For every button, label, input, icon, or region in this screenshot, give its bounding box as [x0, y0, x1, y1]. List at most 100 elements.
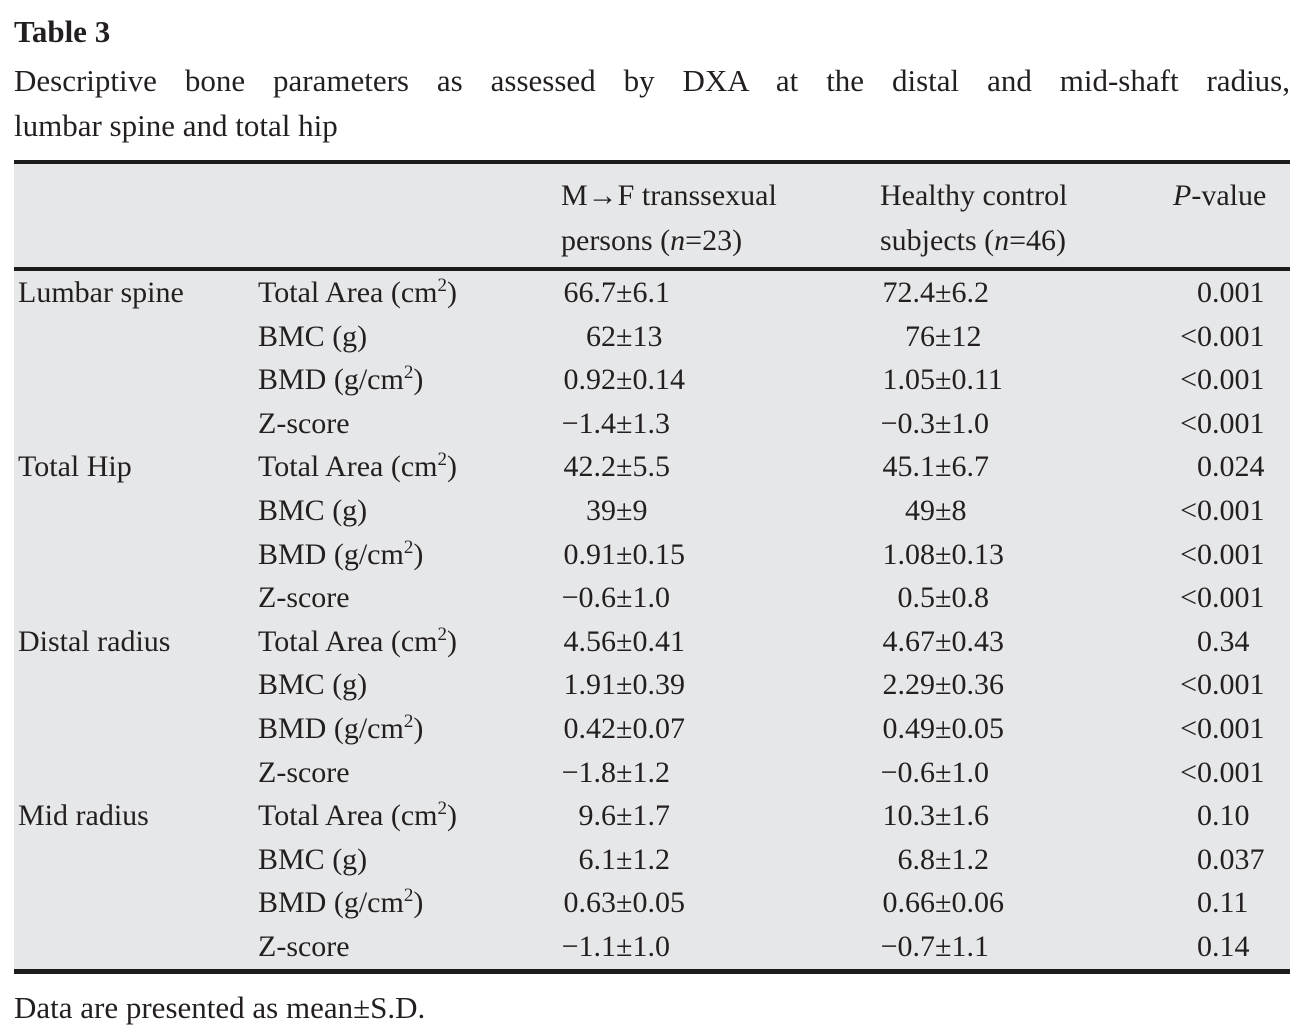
- caption-line-1: Descriptive bone parameters as assessed …: [14, 63, 1290, 98]
- control-value: 49±8: [880, 489, 1173, 533]
- p-value-cell: <0.001: [1173, 533, 1290, 577]
- value-mean: 0.5: [897, 581, 936, 615]
- table-row: Z-score −1.4±1.3 −0.3±1.0 <0.001: [14, 402, 1290, 446]
- plus-minus-sign: ±: [935, 581, 952, 615]
- plus-minus-sign: ±: [616, 581, 633, 615]
- mtf-value: −0.6±1.0: [561, 576, 880, 620]
- table-row: Lumbar spine Total Area (cm2) 66.7±6.1 72.4…: [14, 271, 1290, 315]
- value-sd: 1.0: [632, 929, 670, 963]
- p-value-cell: <0.001: [1173, 489, 1290, 533]
- value-mean: −1.8: [561, 755, 616, 789]
- mtf-n-symbol: n: [670, 224, 686, 257]
- value-sd: 1.2: [632, 842, 670, 876]
- value-mean: 1.91: [563, 668, 617, 702]
- p-value-cell: 0.001: [1173, 271, 1290, 315]
- value-sd: 6.7: [951, 450, 989, 484]
- value-sd: 0.06: [951, 886, 1004, 920]
- superscript: 2: [437, 449, 448, 471]
- control-value: 4.67±0.43: [880, 620, 1173, 664]
- table-header-row: M→F transsexual persons (n=23) Healthy c…: [14, 164, 1290, 267]
- value-sd: 0.11: [951, 363, 1003, 397]
- row-group-label: [14, 489, 258, 533]
- row-parameter-label: Z-score: [258, 929, 350, 963]
- mtf-value: 0.63±0.05: [561, 881, 880, 925]
- value-sd: 1.2: [632, 755, 670, 789]
- row-group-label: [14, 358, 258, 402]
- less-than-sign: <: [1180, 755, 1197, 789]
- superscript: 2: [437, 623, 448, 645]
- value-mean: 2.29: [882, 668, 936, 702]
- p-value-number: 0.001: [1197, 711, 1265, 745]
- header-separator-rule: [14, 267, 1290, 271]
- plus-minus-sign: ±: [616, 755, 633, 789]
- value-sd: 0.15: [632, 537, 685, 571]
- control-value: 45.1±6.7: [880, 445, 1173, 489]
- p-value-cell: 0.024: [1173, 445, 1290, 489]
- plus-minus-sign: ±: [616, 711, 633, 745]
- row-parameter-label: Z-score: [258, 581, 350, 615]
- mtf-value: −1.8±1.2: [561, 751, 880, 795]
- less-than-sign: <: [1180, 581, 1197, 615]
- table-row: BMC (g) 1.91±0.39 2.29±0.36 <0.001: [14, 663, 1290, 707]
- value-sd: 0.36: [951, 668, 1004, 702]
- mtf-n-count: =23): [685, 224, 743, 257]
- p-value-number: 0.037: [1197, 842, 1265, 876]
- superscript: 2: [437, 798, 448, 820]
- row-group-label: [14, 751, 258, 795]
- control-n-count: =46): [1009, 224, 1067, 257]
- mtf-value: 0.91±0.15: [561, 533, 880, 577]
- row-group-label: [14, 576, 258, 620]
- row-group-label: Lumbar spine: [18, 276, 184, 309]
- plus-minus-sign: ±: [616, 363, 633, 397]
- row-group-label: [14, 838, 258, 882]
- p-value-cell: <0.001: [1173, 402, 1290, 446]
- row-parameter-label: Total Area (cm2): [258, 449, 457, 484]
- plus-minus-sign: ±: [616, 493, 633, 527]
- control-value: 0.66±0.06: [880, 881, 1173, 925]
- row-parameter-label: Z-score: [258, 755, 350, 789]
- data-table: M→F transsexual persons (n=23) Healthy c…: [14, 160, 1290, 974]
- value-sd: 1.3: [632, 406, 670, 440]
- row-group-label: [14, 315, 258, 359]
- value-sd: 0.14: [632, 363, 685, 397]
- plus-minus-sign: ±: [935, 799, 952, 833]
- superscript: 2: [403, 362, 414, 384]
- row-parameter-label: Total Area (cm2): [258, 275, 457, 309]
- row-parameter-label: BMD (g/cm2): [258, 536, 424, 571]
- plus-minus-sign: ±: [935, 493, 952, 527]
- superscript: 2: [403, 536, 414, 558]
- value-sd: 1.0: [951, 755, 989, 789]
- plus-minus-sign: ±: [616, 668, 633, 702]
- value-mean: 39: [586, 493, 616, 527]
- header-parameter-cell-empty: [258, 173, 561, 263]
- value-sd: 13: [632, 319, 663, 353]
- value-sd: 0.43: [951, 624, 1004, 658]
- table-row: Z-score −0.6±1.0 0.5±0.8 <0.001: [14, 576, 1290, 620]
- value-mean: 45.1: [882, 450, 936, 484]
- row-parameter-label: Total Area (cm2): [258, 623, 457, 658]
- table-body: Lumbar spine Total Area (cm2) 66.7±6.1 72.4…: [14, 271, 1290, 969]
- plus-minus-sign: ±: [935, 276, 952, 309]
- plus-minus-sign: ±: [616, 450, 633, 484]
- row-group-label: [14, 707, 258, 751]
- less-than-sign: <: [1180, 493, 1197, 527]
- control-value: 76±12: [880, 315, 1173, 359]
- table-row: Total Hip Total Area (cm2) 42.2±5.5 45.1±6.…: [14, 445, 1290, 489]
- value-mean: 0.42: [563, 711, 617, 745]
- column-header-control: Healthy control subjects (n=46): [880, 173, 1173, 263]
- pvalue-suffix: -value: [1191, 179, 1267, 212]
- row-parameter-label: Total Area (cm2): [258, 798, 457, 833]
- row-group-label: [14, 925, 258, 969]
- value-sd: 0.13: [951, 537, 1004, 571]
- value-mean: 10.3: [882, 799, 936, 833]
- value-mean: 66.7: [563, 276, 617, 309]
- value-sd: 12: [951, 319, 982, 353]
- plus-minus-sign: ±: [616, 842, 633, 876]
- table-title: Table 3: [14, 14, 111, 49]
- value-mean: 0.91: [563, 537, 617, 571]
- less-than-sign: <: [1180, 319, 1197, 353]
- value-sd: 1.6: [951, 799, 989, 833]
- row-group-label: [14, 533, 258, 577]
- table-row: Z-score −1.1±1.0 −0.7±1.1 0.14: [14, 925, 1290, 969]
- value-mean: 42.2: [563, 450, 617, 484]
